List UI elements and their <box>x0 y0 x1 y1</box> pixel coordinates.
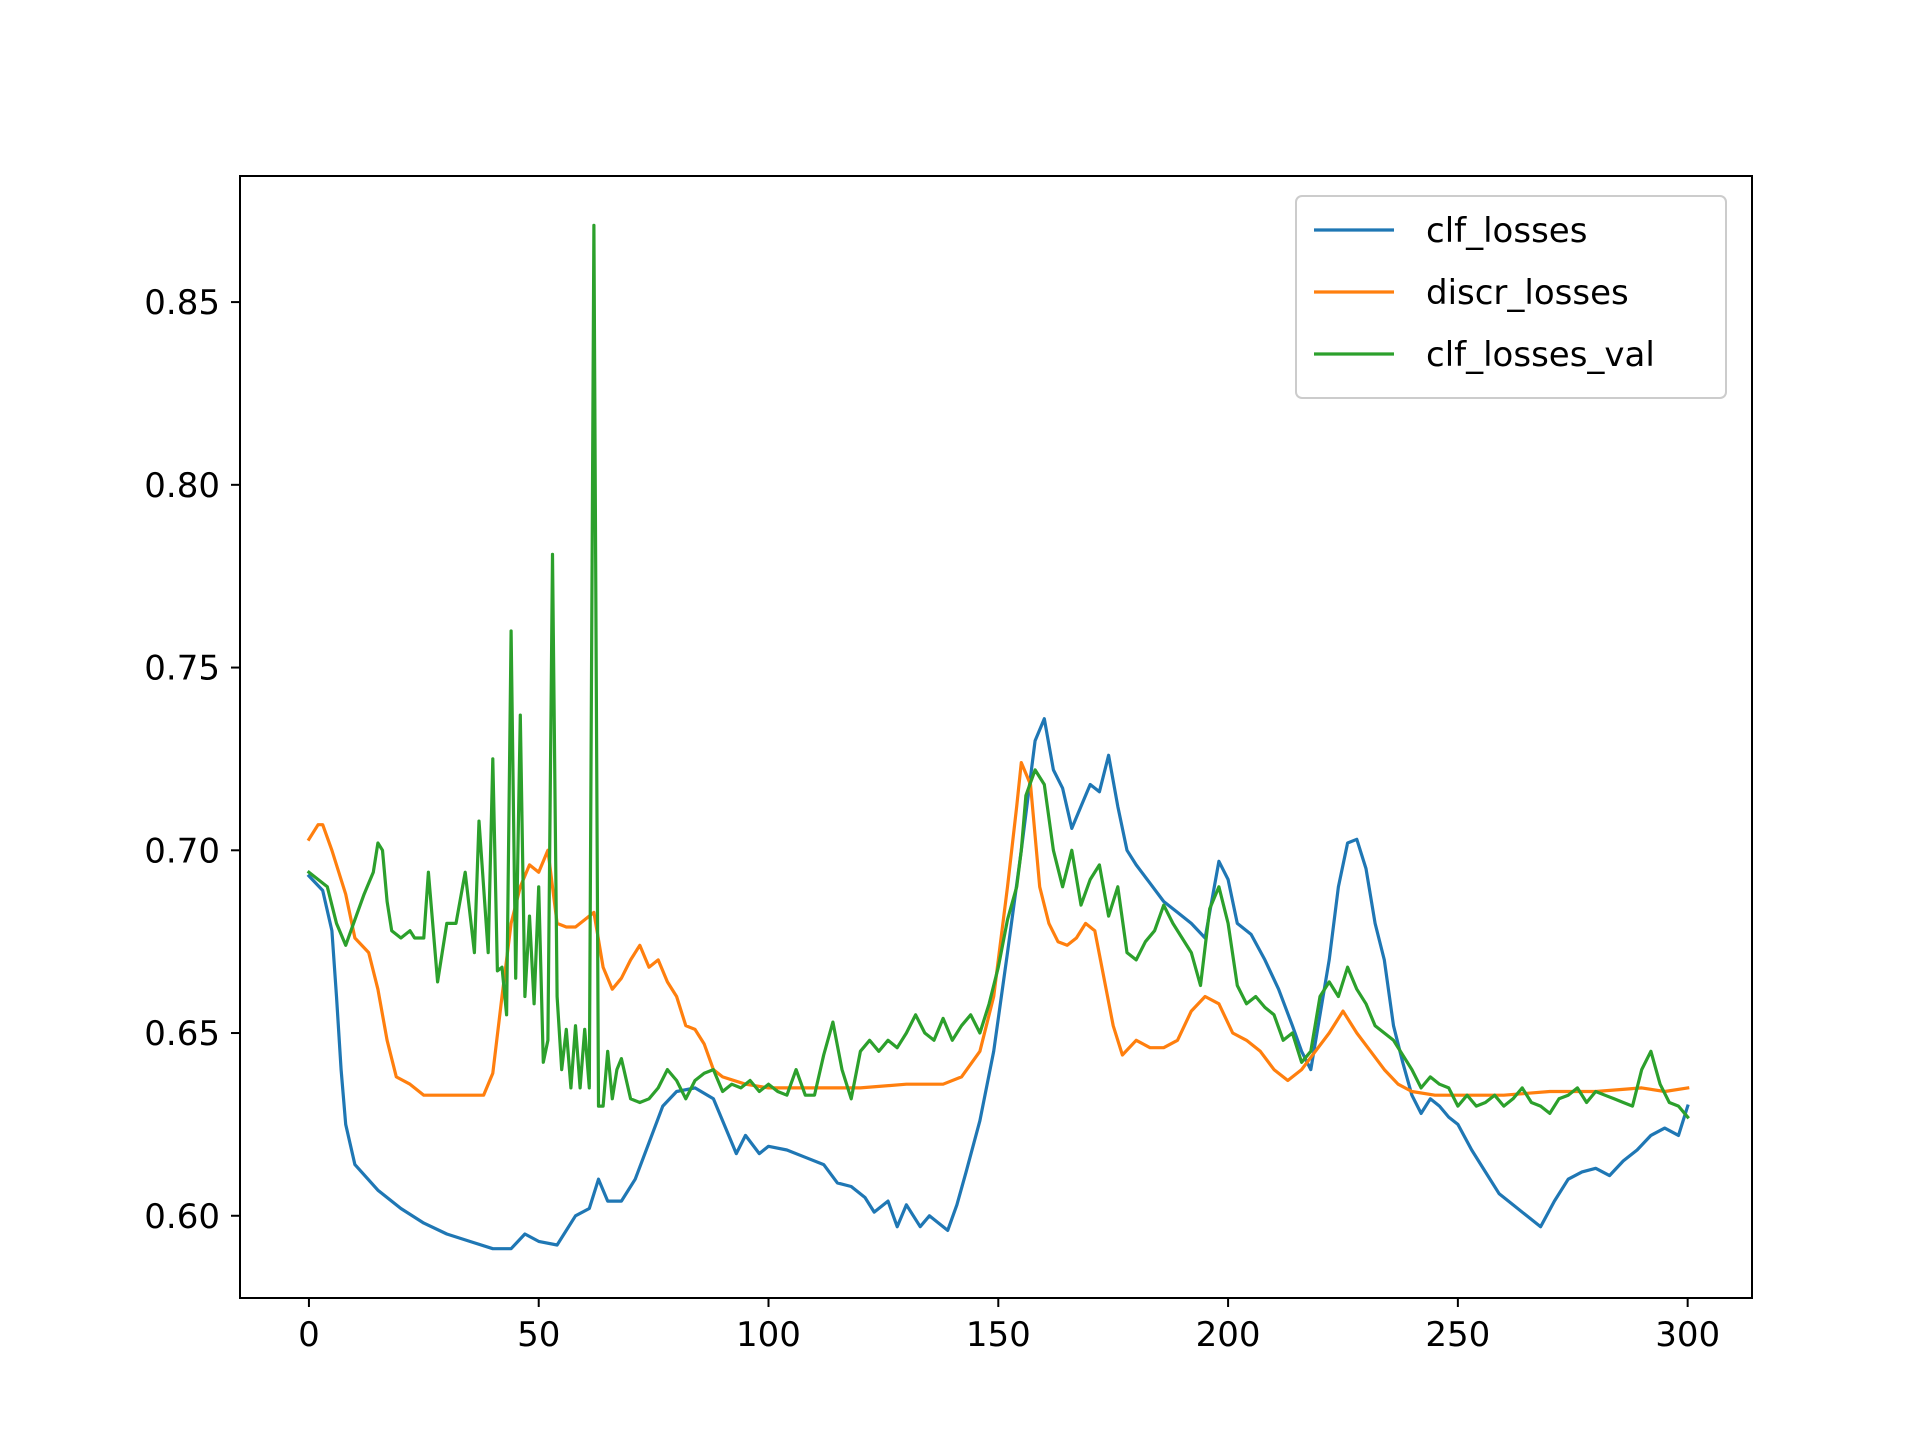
plot-frame <box>239 175 1753 1299</box>
legend-label: clf_losses_val <box>1426 335 1655 375</box>
legend-box <box>1295 195 1727 399</box>
x-tick-label: 200 <box>1196 1315 1261 1355</box>
y-tick-label: 0.65 <box>144 1014 220 1054</box>
series-line-discr-losses <box>306 760 1690 1097</box>
series-line-clf-losses-val <box>306 223 1690 1120</box>
legend-label: clf_losses <box>1426 211 1587 251</box>
x-tick-label: 150 <box>966 1315 1031 1355</box>
x-tick-label: 300 <box>1655 1315 1720 1355</box>
x-tick-label: 250 <box>1425 1315 1490 1355</box>
legend-label: discr_losses <box>1426 273 1629 313</box>
series-layer <box>306 223 1690 1251</box>
legend-entry-clf-losses: clf_losses <box>1314 211 1587 251</box>
y-tick-label: 0.75 <box>144 649 220 689</box>
y-tick-label: 0.70 <box>144 831 220 871</box>
x-axis: 0 50 100 150 200 250 300 <box>298 1298 1720 1355</box>
x-tick-label: 50 <box>517 1315 560 1355</box>
y-tick-label: 0.60 <box>144 1197 220 1237</box>
x-tick-label: 100 <box>736 1315 801 1355</box>
x-tick-label: 0 <box>298 1315 320 1355</box>
y-tick-label: 0.80 <box>144 466 220 506</box>
y-axis: 0.60 0.65 0.70 0.75 0.80 0.85 <box>144 283 240 1237</box>
legend: clf_losses discr_losses clf_losses_val <box>1295 195 1727 399</box>
series-line-clf-losses <box>306 717 1690 1251</box>
y-tick-label: 0.85 <box>144 283 220 323</box>
legend-entry-discr-losses: discr_losses <box>1314 273 1629 313</box>
legend-entry-clf-losses-val: clf_losses_val <box>1314 335 1655 375</box>
